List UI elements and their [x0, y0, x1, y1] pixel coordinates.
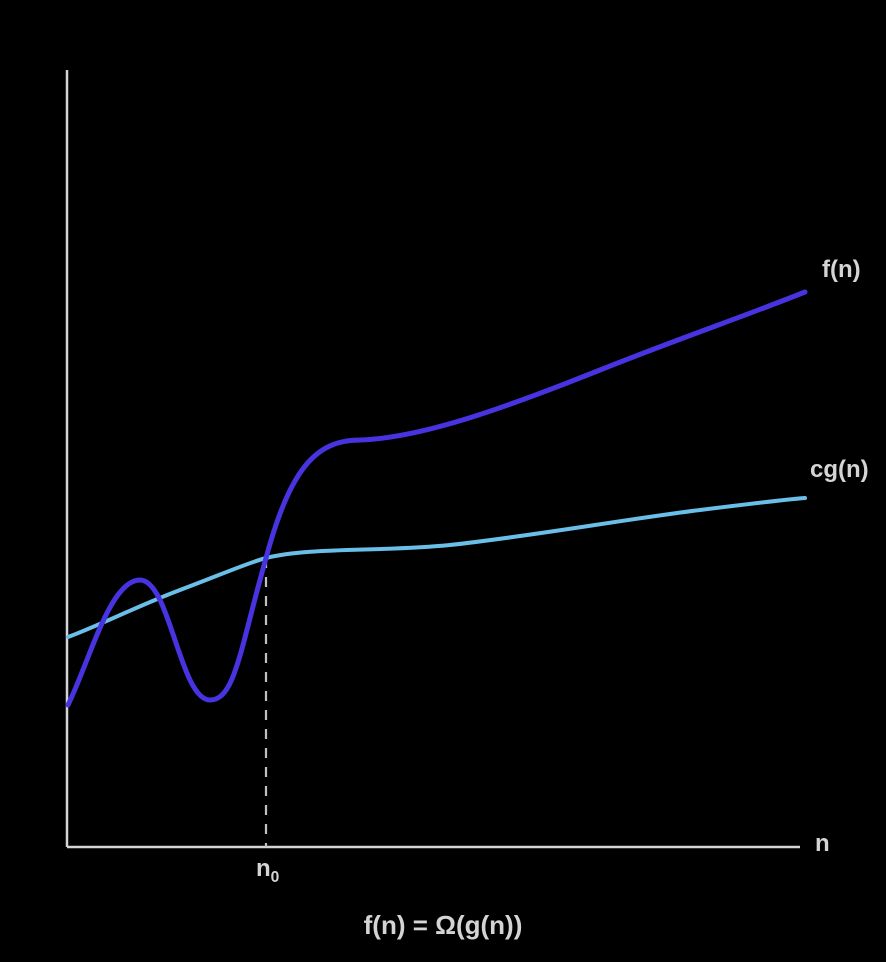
cgn-curve: [68, 498, 805, 637]
n0-label-sub: 0: [271, 869, 280, 886]
x-axis-label: n: [815, 830, 830, 858]
omega-notation-chart: f(n) cg(n) n n0 f(n) = Ω(g(n)): [0, 0, 886, 962]
cgn-label: cg(n): [810, 456, 869, 484]
chart-svg: [0, 0, 886, 962]
n0-label-main: n: [256, 855, 271, 882]
fn-label: f(n): [822, 256, 861, 284]
fn-curve: [68, 292, 805, 705]
n0-label: n0: [256, 855, 279, 887]
chart-caption: f(n) = Ω(g(n)): [0, 910, 886, 941]
